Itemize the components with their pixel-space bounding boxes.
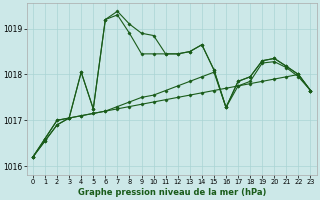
X-axis label: Graphe pression niveau de la mer (hPa): Graphe pression niveau de la mer (hPa) bbox=[77, 188, 266, 197]
